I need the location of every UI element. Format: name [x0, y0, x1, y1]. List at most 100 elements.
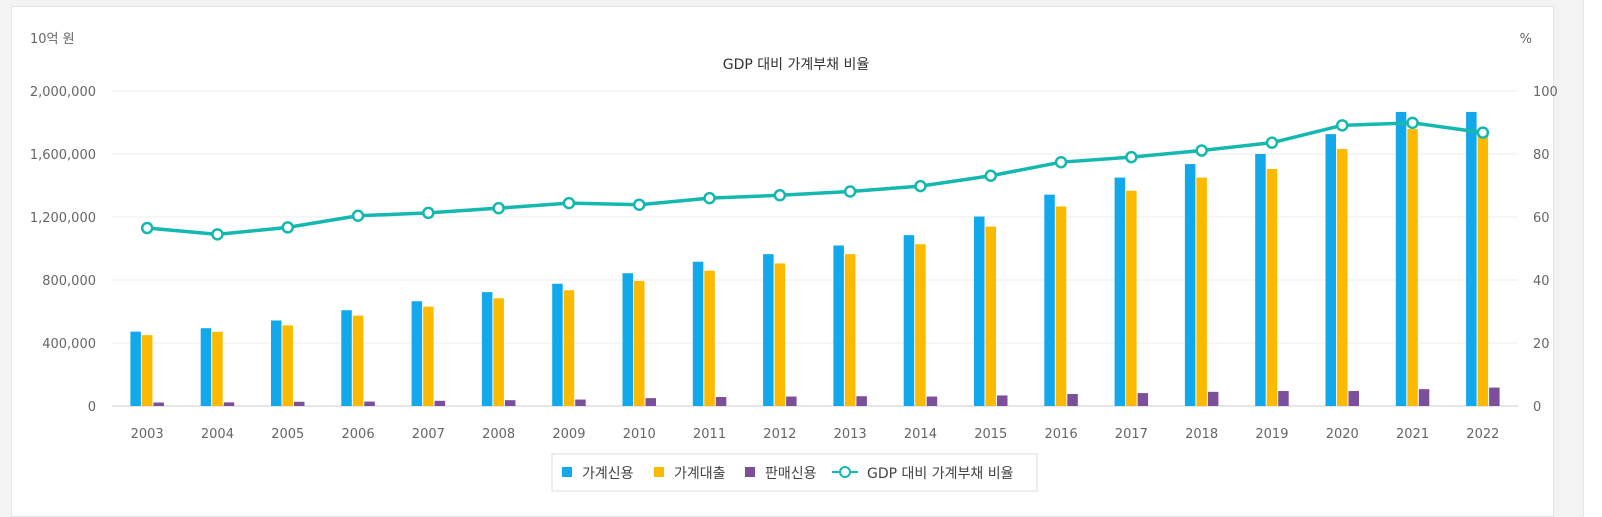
sales-credit-bar [715, 397, 727, 406]
household-loans-bar [493, 298, 504, 406]
left-tick-label: 400,000 [42, 337, 96, 352]
household-loans-bar [1407, 129, 1418, 407]
legend-marker-sales-credit [745, 467, 755, 477]
sales-credit-bar [294, 401, 305, 406]
legend-label-sales-credit: 판매신용 [765, 466, 817, 482]
legend-marker-household-credit [562, 467, 572, 477]
left-tick-label: 1,200,000 [30, 211, 96, 226]
legend-label-household-loans: 가계대출 [674, 466, 726, 482]
sales-credit-bar [997, 395, 1008, 406]
ratio-point [1265, 136, 1279, 149]
ratio-point [211, 228, 224, 241]
household-loans-bar [352, 315, 364, 406]
ratio-point [984, 169, 997, 182]
x-tick-label: 2019 [1255, 427, 1288, 442]
household-loans-bar [985, 226, 996, 406]
x-tick-label: 2021 [1396, 427, 1429, 442]
household-loans-bar [1126, 190, 1137, 406]
ratio-line [140, 116, 1490, 241]
gridlines [112, 90, 1518, 407]
sales-credit-bar [1489, 387, 1500, 406]
sales-credit-bar [856, 396, 867, 406]
legend-marker-household-loans [654, 467, 664, 477]
ratio-point [492, 201, 505, 215]
ratio-point [140, 221, 154, 235]
ratio-point [1476, 126, 1490, 139]
household-loans-bar [704, 270, 715, 406]
sales-credit-bar [434, 400, 446, 406]
household-loans-bar [915, 244, 926, 406]
x-tick-label: 2011 [693, 427, 726, 442]
x-tick-label: 2017 [1115, 427, 1148, 442]
x-tick-label: 2010 [623, 427, 656, 442]
ratio-point [843, 185, 857, 198]
x-tick-label: 2022 [1466, 427, 1499, 442]
x-tick-label: 2005 [271, 427, 304, 442]
household-credit-bar [1325, 134, 1336, 406]
ratio-point [422, 206, 435, 220]
bars [130, 111, 1500, 407]
sales-credit-bar [504, 400, 516, 406]
household-loans-bar [212, 331, 223, 406]
household-credit-bar [411, 301, 423, 406]
household-loans-bar [563, 290, 575, 406]
ratio-point [914, 179, 927, 193]
ratio-point [1195, 144, 1208, 157]
household-loans-bar [423, 306, 434, 406]
left-tick-label: 1,600,000 [30, 148, 96, 163]
household-loans-bar [844, 254, 856, 406]
x-tick-label: 2004 [201, 427, 234, 442]
sales-credit-bar [1067, 394, 1078, 406]
sales-credit-bar [1278, 391, 1289, 406]
legend: 가계신용 가계대출 판매신용 GDP 대비 가계부채 비율 [551, 453, 1038, 492]
right-tick-label: 80 [1533, 148, 1550, 163]
household-credit-bar [481, 292, 493, 406]
household-credit-bar [763, 254, 774, 406]
sales-credit-bar [575, 399, 586, 406]
x-tick-label: 2012 [763, 427, 796, 442]
household-loans-bar [1055, 206, 1067, 406]
ratio-point [281, 221, 294, 234]
sales-credit-bar [223, 402, 235, 406]
right-edge-panel [1583, 0, 1602, 517]
legend-label-ratio: GDP 대비 가계부채 비율 [867, 466, 1014, 482]
household-credit-bar [974, 216, 985, 406]
household-loans-bar [282, 325, 293, 406]
sales-credit-bar [364, 401, 375, 406]
left-axis-unit: 10억 원 [30, 32, 75, 47]
x-tick-label: 2009 [552, 427, 585, 442]
household-credit-bar [341, 310, 352, 406]
household-credit-bar [130, 331, 141, 406]
right-tick-label: 20 [1533, 337, 1550, 352]
household-loans-bar [1477, 130, 1489, 406]
ratio-line-path [146, 121, 1484, 237]
ratio-point [633, 198, 646, 211]
legend-marker-ratio [839, 466, 851, 478]
household-credit-bar [622, 273, 633, 406]
ratio-point [1336, 119, 1349, 132]
household-credit-bar [692, 261, 704, 406]
x-tick-label: 2003 [131, 427, 164, 442]
right-tick-label: 0 [1533, 400, 1541, 415]
household-loans-bar [634, 280, 645, 406]
household-loans-bar [774, 263, 786, 406]
legend-label-household-credit: 가계신용 [582, 466, 634, 482]
household-credit-bar [833, 245, 844, 406]
household-loans-bar [1196, 177, 1207, 406]
household-credit-bar [1114, 177, 1126, 406]
household-credit-bar [552, 283, 563, 406]
right-axis-unit: % [1520, 32, 1532, 47]
x-tick-label: 2007 [412, 427, 445, 442]
sales-credit-bar [786, 396, 797, 406]
ratio-point [1125, 150, 1138, 164]
household-loans-bar [1266, 168, 1278, 406]
sales-credit-bar [645, 398, 656, 406]
sales-credit-bar [1418, 389, 1430, 406]
household-credit-bar [1466, 111, 1477, 406]
sales-credit-bar [1348, 391, 1359, 406]
household-credit-bar [200, 328, 212, 406]
sales-credit-bar [926, 396, 938, 406]
x-tick-label: 2006 [342, 427, 375, 442]
x-tick-label: 2013 [834, 427, 867, 442]
